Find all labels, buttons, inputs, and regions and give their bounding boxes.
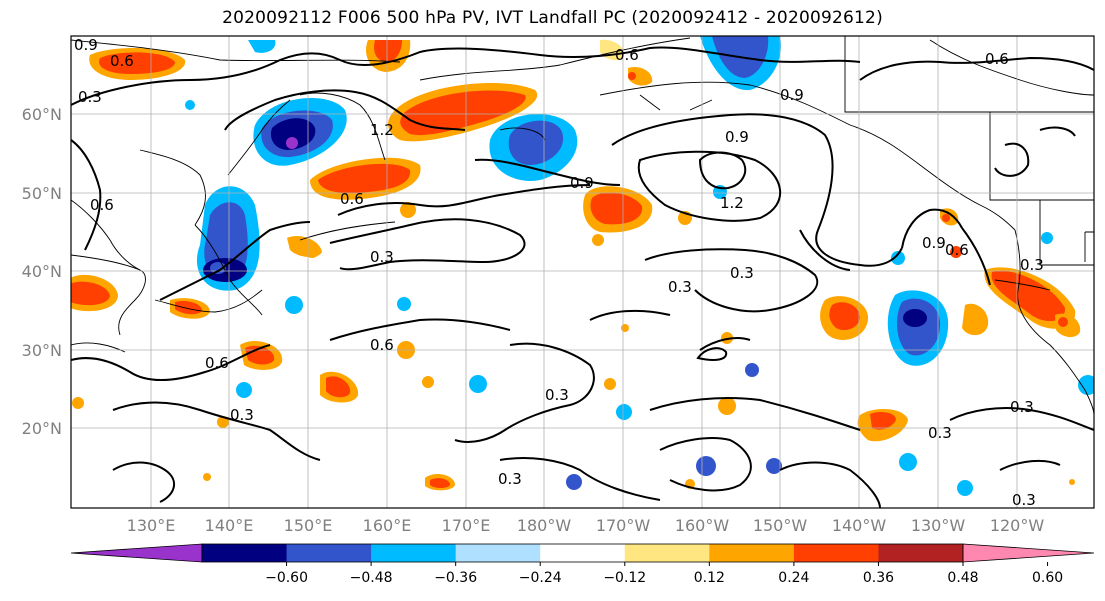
- contour-label: 0.6: [90, 196, 114, 214]
- contour-label: 0.9: [74, 36, 98, 54]
- lon-label: 140°E: [205, 516, 254, 535]
- pv-contours: [71, 46, 1094, 508]
- lon-label: 120°W: [990, 516, 1045, 535]
- contour-label: 0.3: [230, 406, 254, 424]
- colorbar-tick-label: 0.36: [863, 570, 894, 586]
- contour-label: 0.6: [945, 241, 969, 259]
- lon-label: 170°W: [596, 516, 651, 535]
- contour-label: 0.9: [780, 86, 804, 104]
- colorbar-tick-label: −0.24: [519, 570, 562, 586]
- lon-label: 130°E: [127, 516, 176, 535]
- coastlines: [71, 36, 1094, 416]
- contour-label: 0.3: [1012, 491, 1036, 509]
- lon-label: 160°E: [363, 516, 412, 535]
- contour-label: 0.3: [1010, 398, 1034, 416]
- lat-label: 40°N: [22, 262, 62, 281]
- map-panel: 0.6 0.3 0.9 0.6 1.2 0.6 0.9 0.6 0.3 0.3 …: [71, 36, 1094, 509]
- colorbar-tick-label: 0.60: [1032, 570, 1063, 586]
- contour-label: 0.3: [928, 424, 952, 442]
- contour-label: 0.3: [668, 278, 692, 296]
- contour-labels: 0.6 0.3 0.9 0.6 1.2 0.6 0.9 0.6 0.3 0.3 …: [74, 36, 1044, 509]
- colorbar-tick-label: −0.36: [434, 570, 477, 586]
- contour-label: 0.6: [205, 354, 229, 372]
- colorbar-tick-label: −0.48: [350, 570, 393, 586]
- lon-label: 150°E: [284, 516, 333, 535]
- colorbar-tick-label: 0.12: [694, 570, 725, 586]
- colorbar-segment: [624, 544, 710, 562]
- longitude-labels: 130°E 140°E 150°E 160°E 170°E 180°W 170°…: [127, 516, 1045, 535]
- contour-label: 0.6: [110, 52, 134, 70]
- contour-label: 0.6: [340, 190, 364, 208]
- contour-label: 0.9: [570, 174, 594, 192]
- contour-label: 0.6: [615, 46, 639, 64]
- lon-label: 150°W: [753, 516, 808, 535]
- contour-label: 0.6: [985, 50, 1009, 68]
- colorbar-tick-label: −0.60: [265, 570, 308, 586]
- colorbar-segment: [286, 544, 372, 562]
- gridlines: [71, 36, 1094, 508]
- contour-label: 0.3: [498, 470, 522, 488]
- lon-label: 170°E: [442, 516, 491, 535]
- colorbar-segment: [540, 544, 626, 562]
- latitude-labels: 60°N 50°N 40°N 30°N 20°N: [22, 105, 62, 438]
- colorbar-tick-label: 0.24: [778, 570, 809, 586]
- colorbar-tick-label: 0.48: [947, 570, 978, 586]
- colorbar-segment: [709, 544, 795, 562]
- lat-label: 30°N: [22, 341, 62, 360]
- colorbar: −0.60 −0.48 −0.36 −0.24 −0.12 0.12 0.24 0.36 0.4…: [70, 543, 1095, 586]
- contour-label: 0.3: [730, 264, 754, 282]
- contour-label: 1.2: [720, 194, 744, 212]
- map-title: 2020092112 F006 500 hPa PV, IVT Landfall…: [222, 8, 883, 28]
- contour-label: 0.6: [370, 336, 394, 354]
- colorbar-tick-label: −0.12: [603, 570, 646, 586]
- colorbar-extend-low: [70, 543, 203, 563]
- lon-label: 140°W: [832, 516, 887, 535]
- colorbar-segment: [455, 544, 541, 562]
- colorbar-segment: [371, 544, 457, 562]
- colorbar-segment: [878, 544, 964, 562]
- lat-label: 60°N: [22, 105, 62, 124]
- lat-label: 20°N: [22, 419, 62, 438]
- contour-label: 0.3: [370, 248, 394, 266]
- contour-label: 0.3: [545, 386, 569, 404]
- contour-label: 1.2: [370, 121, 394, 139]
- colorbar-extend-high: [962, 543, 1095, 563]
- colorbar-segment: [202, 544, 288, 562]
- colorbar-segment: [793, 544, 879, 562]
- colorbar-frame: [201, 543, 964, 563]
- contour-label: 0.9: [725, 128, 749, 146]
- lon-label: 160°W: [675, 516, 730, 535]
- lat-label: 50°N: [22, 184, 62, 203]
- contour-label: 0.3: [1020, 256, 1044, 274]
- contour-label: 0.9: [922, 234, 946, 252]
- lon-label: 180°W: [517, 516, 572, 535]
- map-frame: [70, 35, 1095, 509]
- lon-label: 130°W: [911, 516, 966, 535]
- contour-label: 0.3: [78, 88, 102, 106]
